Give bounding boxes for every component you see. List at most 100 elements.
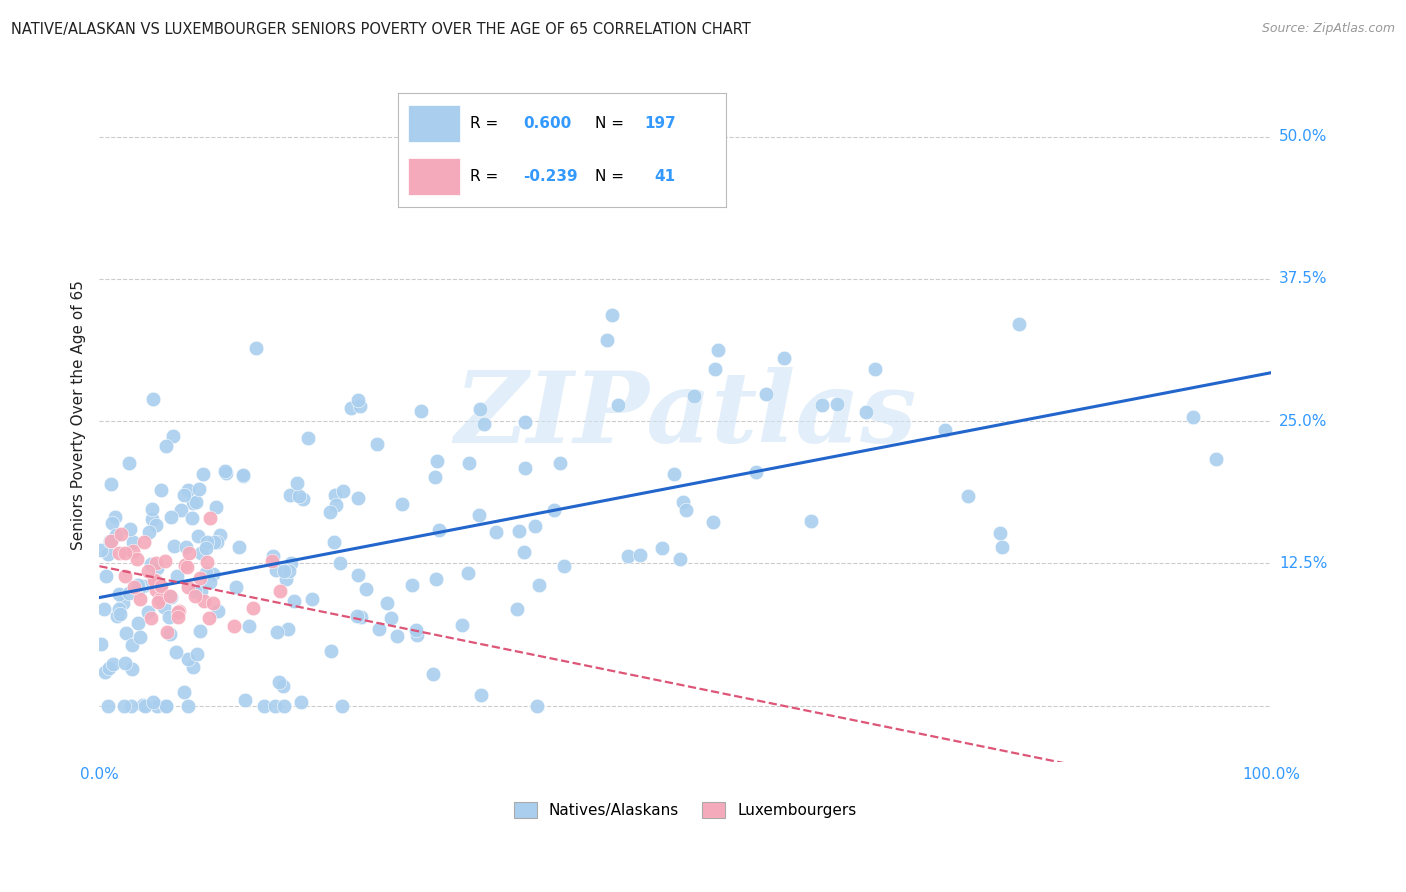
Point bbox=[190, 583, 212, 598]
Point bbox=[200, 511, 222, 525]
Point bbox=[157, 610, 180, 624]
Point bbox=[118, 586, 141, 600]
Point bbox=[98, 661, 121, 675]
Point bbox=[150, 579, 173, 593]
Point bbox=[269, 674, 291, 689]
Point bbox=[155, 698, 177, 713]
Point bbox=[527, 577, 550, 591]
Point bbox=[100, 516, 122, 531]
Point bbox=[508, 524, 530, 538]
Point bbox=[112, 596, 135, 610]
Point bbox=[94, 665, 117, 679]
Point bbox=[176, 698, 198, 713]
Point bbox=[391, 497, 413, 511]
Point bbox=[283, 593, 305, 607]
Point bbox=[319, 643, 342, 657]
Point bbox=[745, 465, 768, 479]
Point bbox=[238, 619, 260, 633]
Point bbox=[425, 470, 447, 484]
Point bbox=[330, 698, 353, 713]
Point bbox=[292, 491, 315, 506]
Point bbox=[271, 679, 294, 693]
Point bbox=[319, 505, 342, 519]
Point bbox=[153, 599, 176, 614]
Point bbox=[132, 698, 155, 712]
Point bbox=[139, 611, 162, 625]
Point bbox=[269, 584, 291, 599]
Point bbox=[177, 581, 200, 595]
Point bbox=[177, 483, 200, 497]
Point bbox=[366, 437, 388, 451]
Point bbox=[332, 484, 354, 499]
Point bbox=[274, 572, 297, 586]
Point bbox=[179, 546, 201, 560]
Point bbox=[600, 309, 623, 323]
Point bbox=[90, 637, 112, 651]
Point bbox=[323, 488, 346, 502]
Point bbox=[669, 552, 692, 566]
Point bbox=[957, 489, 980, 503]
Point bbox=[863, 362, 886, 376]
Point bbox=[277, 622, 299, 636]
Point bbox=[136, 564, 159, 578]
Point bbox=[827, 397, 849, 411]
Point bbox=[201, 596, 224, 610]
Point bbox=[127, 551, 149, 566]
Point bbox=[672, 494, 695, 508]
Point bbox=[170, 503, 193, 517]
Point bbox=[427, 523, 450, 537]
Point bbox=[128, 630, 150, 644]
Point bbox=[800, 515, 823, 529]
Point bbox=[262, 554, 284, 568]
Text: 50.0%: 50.0% bbox=[1279, 129, 1327, 145]
Point bbox=[290, 695, 312, 709]
Point bbox=[167, 606, 190, 620]
Point bbox=[155, 698, 177, 713]
Point bbox=[513, 415, 536, 429]
Point bbox=[277, 565, 299, 579]
Point bbox=[347, 393, 370, 408]
Point bbox=[385, 629, 408, 643]
Point bbox=[288, 489, 311, 503]
Point bbox=[214, 464, 236, 478]
Point bbox=[138, 524, 160, 539]
Point bbox=[543, 502, 565, 516]
Point bbox=[264, 698, 287, 713]
Point bbox=[166, 610, 188, 624]
Point bbox=[202, 566, 225, 581]
Point bbox=[934, 423, 956, 437]
Point bbox=[184, 589, 207, 603]
Point bbox=[100, 533, 122, 548]
Point bbox=[202, 535, 225, 549]
Point bbox=[188, 571, 211, 585]
Point bbox=[114, 569, 136, 583]
Point bbox=[155, 439, 177, 453]
Point bbox=[350, 609, 373, 624]
Point bbox=[347, 567, 370, 582]
Point bbox=[242, 600, 264, 615]
Point bbox=[457, 566, 479, 580]
Point bbox=[262, 549, 284, 564]
Point bbox=[233, 693, 256, 707]
Point bbox=[173, 488, 195, 502]
Point bbox=[187, 529, 209, 543]
Point bbox=[191, 467, 214, 482]
Point bbox=[159, 627, 181, 641]
Point bbox=[184, 583, 207, 598]
Point bbox=[349, 399, 371, 413]
Point bbox=[122, 535, 145, 549]
Point bbox=[301, 591, 323, 606]
Point bbox=[128, 581, 150, 595]
Point bbox=[94, 568, 117, 582]
Point bbox=[347, 491, 370, 505]
Point bbox=[273, 564, 295, 578]
Point bbox=[346, 609, 368, 624]
Text: ZIPatlas: ZIPatlas bbox=[454, 368, 917, 464]
Point bbox=[97, 547, 120, 561]
Point bbox=[523, 519, 546, 533]
Point bbox=[163, 539, 186, 553]
Point bbox=[207, 604, 229, 618]
Y-axis label: Seniors Poverty Over the Age of 65: Seniors Poverty Over the Age of 65 bbox=[72, 281, 86, 550]
Point bbox=[198, 574, 221, 589]
Point bbox=[159, 590, 181, 604]
